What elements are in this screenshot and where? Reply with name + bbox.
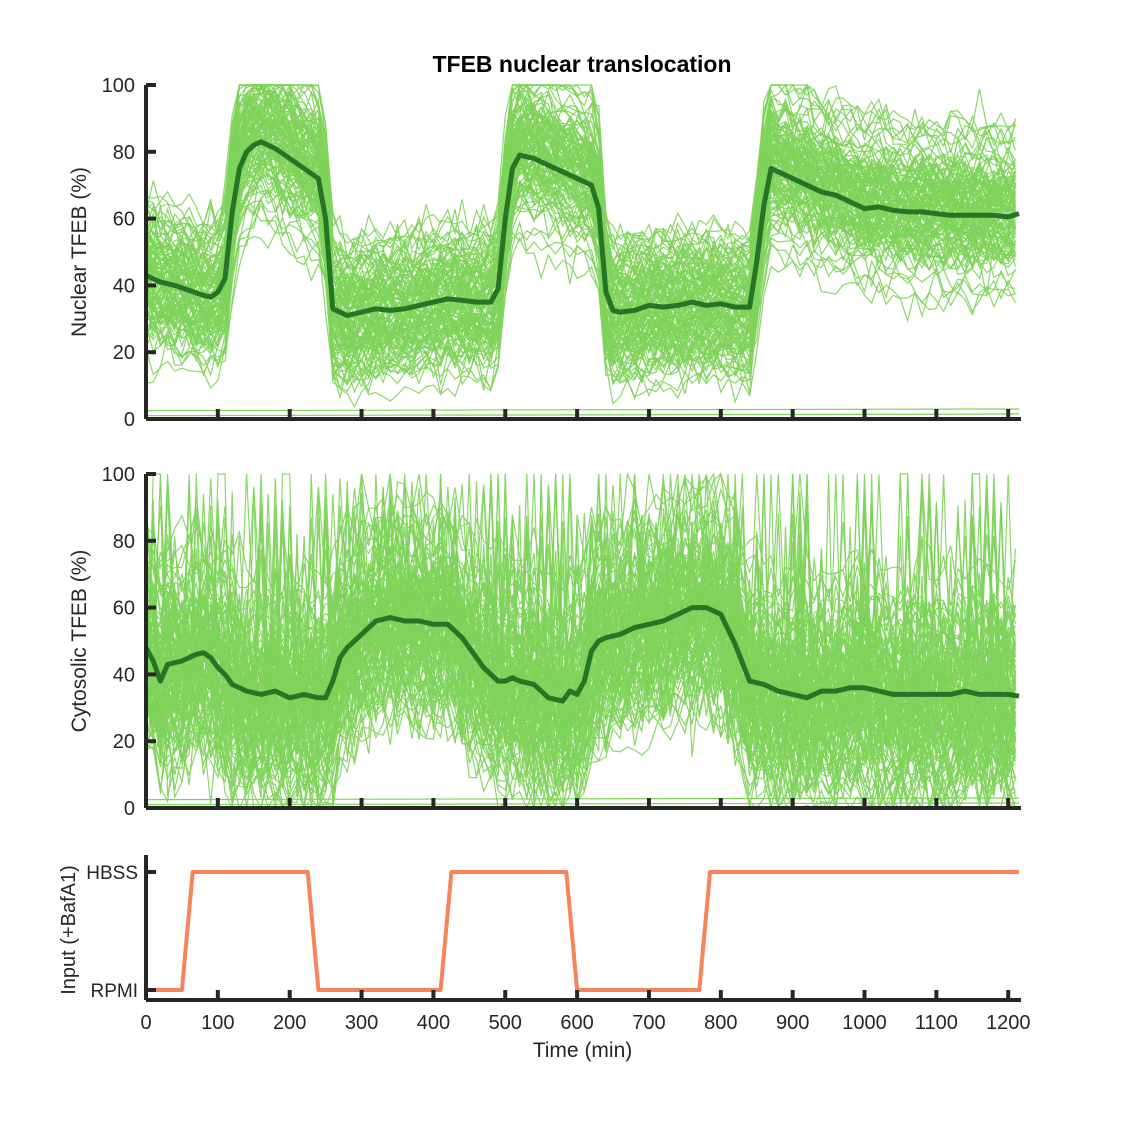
- cell-trace-line: [145, 473, 1016, 809]
- x-tick-label: 1000: [842, 1012, 887, 1034]
- cell-trace-line: [145, 83, 1016, 331]
- y-tick-label: 80: [113, 142, 135, 164]
- x-tick-label: 1200: [986, 1012, 1031, 1034]
- x-tick-label: 400: [417, 1012, 450, 1034]
- y-tick-label: 100: [102, 75, 135, 97]
- cytosolic-tfeb-panel: 0 20 40 60 80 100 Cytosolic TFEB (%): [68, 464, 1021, 820]
- x-tick-label: 1100: [915, 1012, 958, 1034]
- input-panel: RPMI HBSS 0 100 200 300 400 500 600 700 800 900 1000…: [58, 855, 1030, 1062]
- cell-trace-line: [145, 176, 1016, 374]
- cell-trace-line: [145, 408, 1020, 412]
- nuclear-cell-traces: [145, 82, 1020, 417]
- nuclear-y-axis-label: Nuclear TFEB (%): [68, 167, 91, 337]
- input-axes: RPMI HBSS 0 100 200 300 400 500 600 700 800 900 1000…: [86, 855, 1030, 1034]
- input-y-axis-label: Input (+BafA1): [58, 865, 80, 995]
- cell-trace-line: [145, 198, 1016, 392]
- x-axis-label: Time (min): [533, 1039, 633, 1062]
- nuclear-tfeb-panel: 0 20 40 60 80 100 Nuclear TFEB (%): [68, 75, 1021, 431]
- x-tick-label: 100: [201, 1012, 234, 1034]
- cell-trace-line: [145, 158, 1016, 323]
- cell-trace-line: [145, 183, 1016, 353]
- x-tick-label: 800: [704, 1012, 737, 1034]
- cell-trace-line: [145, 413, 1020, 417]
- nuclear-axes: 0 20 40 60 80 100: [102, 75, 1021, 431]
- y-tick-label: HBSS: [86, 863, 138, 884]
- y-tick-label: 40: [113, 275, 135, 297]
- cell-trace-line: [145, 121, 1016, 300]
- cell-trace-line: [145, 473, 1016, 762]
- cell-trace-line: [145, 109, 1016, 354]
- input-line: [146, 870, 1019, 992]
- chart-title: TFEB nuclear translocation: [432, 51, 731, 77]
- y-tick-label: 20: [113, 731, 135, 753]
- y-tick-label: RPMI: [91, 981, 139, 1002]
- x-tick-label: 700: [632, 1012, 665, 1034]
- cell-trace-line: [145, 83, 1016, 260]
- y-tick-label: 80: [113, 531, 135, 553]
- cell-trace-line: [145, 189, 1016, 382]
- y-tick-label: 40: [113, 664, 135, 686]
- cytosolic-mean-line: [143, 605, 1020, 704]
- x-tick-label: 500: [489, 1012, 522, 1034]
- cell-trace-line: [145, 203, 1016, 391]
- cell-trace-line: [145, 83, 1016, 280]
- y-tick-label: 60: [113, 598, 135, 620]
- y-tick-label: 0: [124, 409, 135, 431]
- cell-trace-line: [145, 137, 1016, 321]
- cell-trace-line: [145, 550, 1016, 687]
- nuclear-mean-line: [144, 139, 1020, 318]
- cell-trace-line: [145, 216, 1016, 405]
- x-tick-label: 200: [273, 1012, 306, 1034]
- y-tick-label: 100: [102, 464, 135, 486]
- cell-trace-line: [145, 96, 1016, 286]
- x-tick-label: 900: [776, 1012, 809, 1034]
- cell-trace-line: [145, 473, 1016, 722]
- cell-trace-line: [145, 473, 1016, 711]
- cell-trace-line: [145, 133, 1016, 364]
- cell-trace-line: [145, 87, 1016, 262]
- cell-trace-line: [145, 184, 1016, 387]
- x-tick-label: 300: [345, 1012, 378, 1034]
- cytosolic-axes: 0 20 40 60 80 100: [102, 464, 1021, 820]
- y-tick-label: 60: [113, 209, 135, 231]
- cell-trace-line: [145, 89, 1016, 339]
- y-tick-label: 0: [124, 798, 135, 820]
- cell-trace-line: [145, 473, 1016, 784]
- cell-trace-line: [145, 473, 1016, 680]
- cytosolic-cell-traces: [145, 471, 1020, 811]
- y-tick-label: 20: [113, 342, 135, 364]
- cell-trace-line: [145, 83, 1016, 314]
- x-tick-label: 0: [140, 1012, 151, 1034]
- cell-trace-line: [145, 471, 1016, 659]
- cell-trace-line: [145, 151, 1016, 374]
- x-tick-label: 600: [560, 1012, 593, 1034]
- cell-trace-line: [145, 170, 1016, 400]
- cell-trace-line: [145, 209, 1016, 409]
- cell-trace-line: [145, 486, 1016, 804]
- cytosolic-y-axis-label: Cytosolic TFEB (%): [68, 550, 91, 733]
